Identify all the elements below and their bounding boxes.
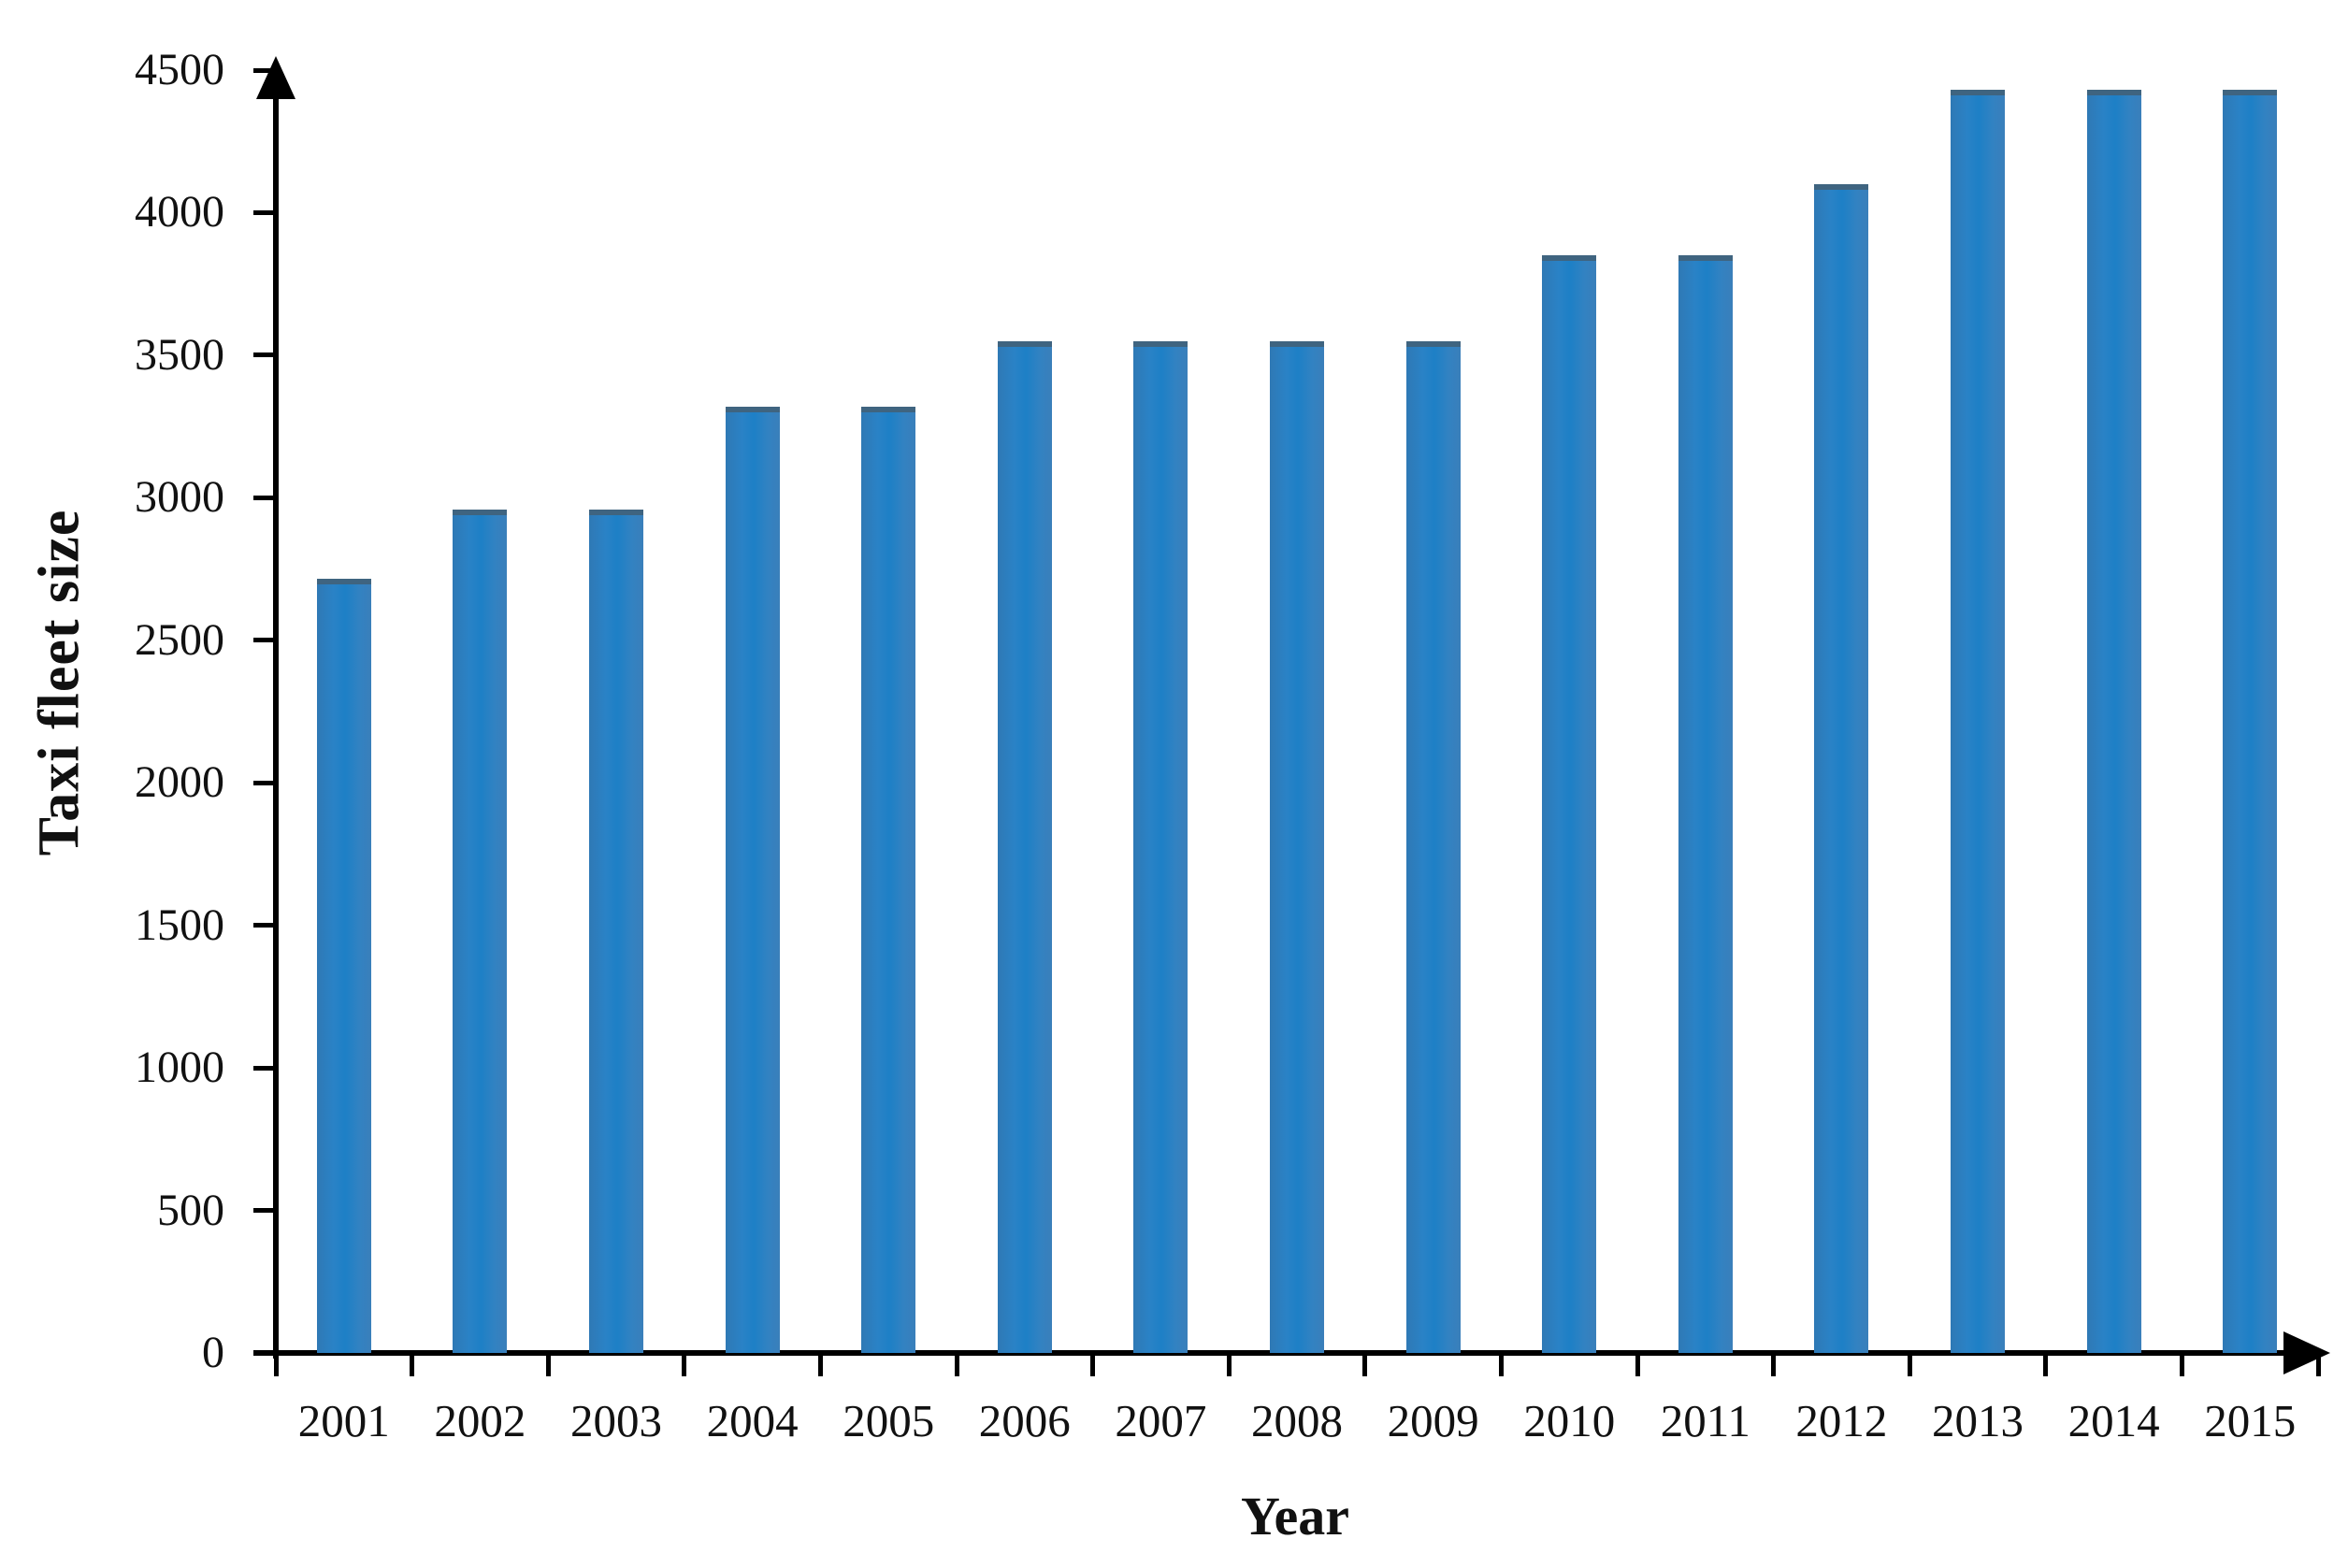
x-axis-tick [2179, 1353, 2184, 1376]
y-axis-tick [253, 1065, 276, 1071]
x-axis-tick [273, 1353, 279, 1376]
x-axis-category-label: 2005 [843, 1395, 935, 1446]
x-axis-category-label: 2006 [978, 1395, 1071, 1446]
y-axis-tick-label: 0 [202, 1328, 224, 1377]
x-axis-category-label: 2010 [1523, 1395, 1616, 1446]
x-axis-tick [682, 1353, 687, 1376]
x-axis-category-label: 2009 [1387, 1395, 1479, 1446]
bar-2015 [2223, 90, 2278, 1353]
x-axis-tick [2315, 1353, 2321, 1376]
x-axis-tick [954, 1353, 959, 1376]
y-axis-tick-label: 500 [157, 1185, 224, 1235]
y-axis-tick [253, 209, 276, 215]
bar-2001 [316, 579, 371, 1353]
bar-2006 [997, 340, 1052, 1353]
y-axis-tick [253, 495, 276, 500]
bar-2011 [1678, 255, 1733, 1353]
x-axis-tick [1907, 1353, 1912, 1376]
y-axis-tick-label: 2500 [135, 614, 224, 665]
x-axis-category-label: 2001 [297, 1395, 390, 1446]
y-axis-tick-label: 1000 [135, 1043, 224, 1093]
x-axis-line [253, 1350, 2292, 1356]
x-axis-category-label: 2004 [706, 1395, 799, 1446]
y-axis-tick [253, 638, 276, 643]
y-axis-tick [253, 67, 276, 73]
y-axis-tick [253, 780, 276, 785]
x-axis-tick [545, 1353, 551, 1376]
y-axis-tick [253, 1208, 276, 1214]
x-axis-arrow-icon [2283, 1331, 2330, 1374]
x-axis-category-label: 2015 [2204, 1395, 2297, 1446]
x-axis-tick [1362, 1353, 1368, 1376]
bar-2013 [1951, 90, 2005, 1353]
x-axis-title: Year [1241, 1486, 1349, 1546]
y-axis-tick-label: 3500 [135, 329, 224, 380]
bar-2004 [725, 406, 780, 1353]
x-axis-tick [1498, 1353, 1504, 1376]
y-axis-tick-label: 2000 [135, 757, 224, 808]
bar-2010 [1542, 255, 1597, 1353]
bar-2003 [589, 509, 643, 1353]
y-axis-line [273, 89, 279, 1359]
x-axis-category-label: 2007 [1115, 1395, 1207, 1446]
bar-2014 [2086, 90, 2141, 1353]
y-axis-tick-label: 3000 [135, 472, 224, 523]
x-axis-tick [2043, 1353, 2049, 1376]
y-axis-tick [253, 1350, 276, 1356]
x-axis-category-label: 2011 [1660, 1395, 1750, 1446]
y-axis-tick-label: 4500 [135, 45, 224, 94]
bar-2005 [861, 406, 916, 1353]
x-axis-tick [1635, 1353, 1640, 1376]
y-axis-tick-label: 4000 [135, 187, 224, 237]
x-axis-tick [1090, 1353, 1096, 1376]
y-axis-tick-label: 1500 [135, 899, 224, 950]
bar-2009 [1405, 340, 1461, 1353]
x-axis-category-label: 2014 [2067, 1395, 2160, 1446]
y-axis-tick [253, 923, 276, 928]
x-axis-tick [1226, 1353, 1232, 1376]
x-axis-category-label: 2008 [1251, 1395, 1343, 1446]
y-axis-arrow-icon [256, 56, 295, 99]
y-axis-tick [253, 352, 276, 358]
bar-2012 [1814, 183, 1869, 1353]
x-axis-category-label: 2013 [1932, 1395, 2024, 1446]
x-axis-category-label: 2003 [570, 1395, 662, 1446]
bar-2008 [1270, 340, 1324, 1353]
x-axis-category-label: 2002 [434, 1395, 526, 1446]
x-axis-tick [410, 1353, 415, 1376]
bar-2002 [453, 509, 508, 1353]
bar-2007 [1133, 340, 1188, 1353]
x-axis-tick [1771, 1353, 1777, 1376]
x-axis-tick [817, 1353, 823, 1376]
x-axis-category-label: 2012 [1795, 1395, 1888, 1446]
